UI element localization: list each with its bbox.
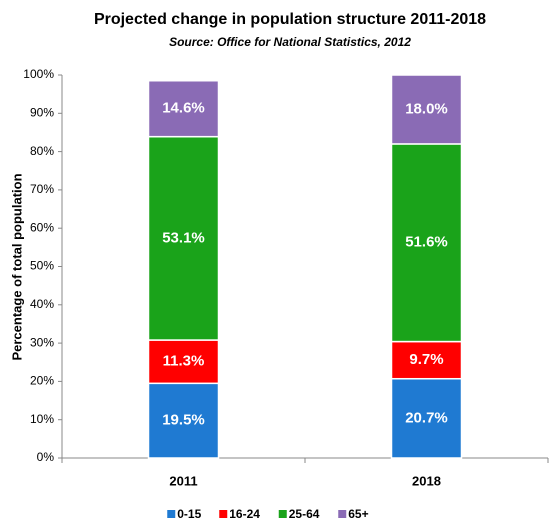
value-label: 51.6% <box>405 234 448 251</box>
chart-title: Projected change in population structure… <box>94 11 486 28</box>
x-tick-label: 2011 <box>169 473 197 488</box>
y-tick-label: 0% <box>37 450 55 464</box>
legend-swatch <box>338 510 347 518</box>
legend-label: 0-15 <box>177 507 201 521</box>
y-tick-label: 50% <box>30 259 54 273</box>
bar-segment <box>147 382 220 459</box>
value-label: 53.1% <box>162 229 205 246</box>
x-tick-label: 2018 <box>412 473 441 488</box>
value-label: 18.0% <box>405 100 448 117</box>
y-tick-label: 70% <box>30 182 54 196</box>
value-label: 14.6% <box>162 100 205 117</box>
legend-label: 65+ <box>348 507 368 521</box>
value-label: 19.5% <box>162 412 205 429</box>
legend-swatch <box>167 510 176 518</box>
value-label: 20.7% <box>405 409 448 426</box>
y-tick-label: 10% <box>30 412 54 426</box>
chart-subtitle: Source: Office for National Statistics, … <box>169 35 411 49</box>
legend-label: 25-64 <box>289 507 320 521</box>
y-tick-label: 60% <box>30 220 54 234</box>
y-tick-label: 100% <box>23 67 54 81</box>
legend-swatch <box>219 510 228 518</box>
bar-segment <box>390 74 463 145</box>
y-tick-label: 80% <box>30 144 54 158</box>
y-tick-label: 40% <box>30 297 54 311</box>
bar-segment <box>147 135 220 341</box>
y-tick-label: 20% <box>30 374 54 388</box>
y-axis-title: Percentage of total population <box>9 173 24 360</box>
y-tick-label: 90% <box>30 105 54 119</box>
value-label: 11.3% <box>163 353 205 370</box>
bar-segment <box>147 79 220 138</box>
bar-segment <box>390 377 463 459</box>
legend-swatch <box>278 510 287 518</box>
value-label: 9.7% <box>409 351 443 368</box>
y-tick-label: 30% <box>30 335 54 349</box>
legend-label: 16-24 <box>229 507 260 521</box>
bar-segment <box>390 340 463 380</box>
